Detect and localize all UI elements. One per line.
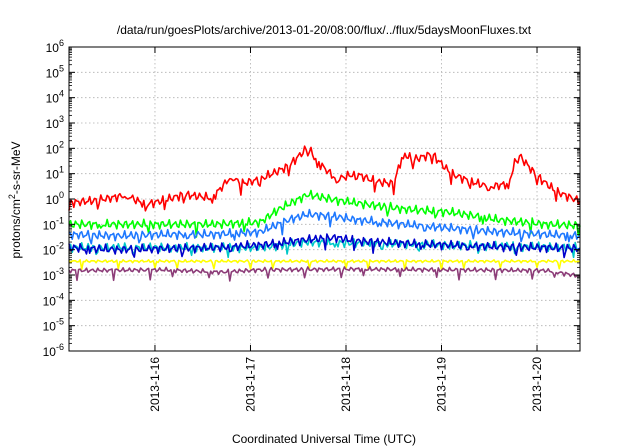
x-tick-label: 2013-1-20 [530, 357, 544, 412]
y-tick-base: 10 [46, 66, 60, 80]
y-tick-exponent: -3 [56, 266, 64, 276]
y-tick-base: 10 [43, 218, 57, 232]
x-tick-label: 2013-1-19 [435, 357, 449, 412]
y-tick-label: 101 [46, 165, 64, 182]
y-tick-base: 10 [46, 193, 60, 207]
x-tick-label: 2013-1-17 [243, 357, 257, 412]
y-tick-exponent: 3 [59, 114, 64, 124]
y-tick-base: 10 [43, 345, 57, 359]
y-tick-label: 10-2 [43, 241, 64, 258]
series-line [68, 258, 581, 271]
y-tick-base: 10 [43, 320, 57, 334]
y-tick-label: 104 [46, 89, 64, 106]
y-tick-base: 10 [43, 294, 57, 308]
chart-title: /data/run/goesPlots/archive/2013-01-20/0… [117, 23, 532, 37]
y-tick-exponent: 5 [59, 63, 64, 73]
y-axis-title: protons/cm2-s-sr-MeV [7, 141, 23, 258]
y-tick-exponent: 4 [59, 89, 64, 99]
y-tick-base: 10 [46, 168, 60, 182]
y-axis-title-sup: 2 [7, 194, 17, 199]
y-tick-base: 10 [43, 269, 57, 283]
y-tick-exponent: 6 [59, 38, 64, 48]
x-tick-label: 2013-1-16 [148, 357, 162, 412]
series-line [68, 189, 581, 238]
y-tick-exponent: 2 [59, 139, 64, 149]
y-tick-exponent: -5 [56, 317, 64, 327]
y-tick-label: 10-3 [43, 266, 64, 283]
y-tick-label: 10-1 [43, 215, 64, 232]
y-tick-base: 10 [46, 92, 60, 106]
grid-lines [69, 46, 580, 352]
y-tick-exponent: -4 [56, 291, 64, 301]
y-tick-label: 105 [46, 63, 64, 80]
y-tick-base: 10 [46, 117, 60, 131]
y-tick-label: 100 [46, 190, 64, 207]
series-line [68, 145, 581, 212]
y-tick-exponent: -6 [56, 342, 64, 352]
y-axis-title-prefix: protons/cm [9, 199, 23, 258]
y-axis-ticks: 10610510410310210110010-110-210-310-410-… [43, 38, 580, 359]
y-tick-exponent: -1 [56, 215, 64, 225]
y-tick-base: 10 [46, 41, 60, 55]
y-tick-exponent: 1 [59, 165, 64, 175]
y-tick-base: 10 [46, 142, 60, 156]
y-tick-label: 102 [46, 139, 64, 156]
series-group [68, 145, 581, 282]
y-tick-base: 10 [43, 244, 57, 258]
y-tick-label: 106 [46, 38, 64, 55]
y-tick-exponent: 0 [59, 190, 64, 200]
y-axis-title-suffix: -s-sr-MeV [9, 141, 23, 194]
y-tick-label: 10-5 [43, 317, 64, 334]
y-tick-label: 10-6 [43, 342, 64, 359]
series-line [68, 208, 581, 245]
y-tick-exponent: -2 [56, 241, 64, 251]
x-axis-ticks: 2013-1-16 2013-1-17 2013-1-18 2013-1-19 2013… [148, 47, 544, 412]
x-tick-label: 2013-1-18 [339, 357, 353, 412]
y-tick-label: 10-4 [43, 291, 64, 308]
x-axis-title: Coordinated Universal Time (UTC) [232, 432, 416, 446]
series-line [68, 265, 581, 282]
y-tick-label: 103 [46, 114, 64, 131]
series-line [68, 233, 581, 259]
